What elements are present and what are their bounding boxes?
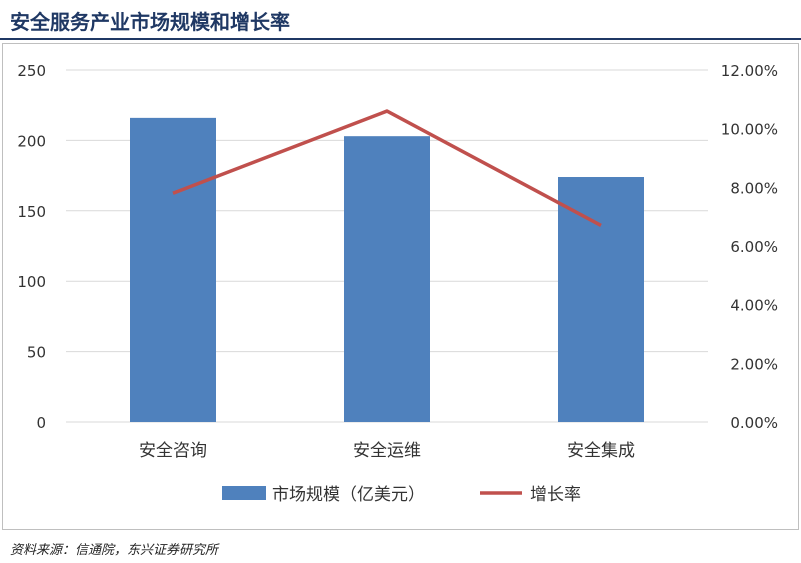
source-note: 资料来源：信通院，东兴证券研究所 (10, 543, 219, 558)
line-series (172, 109, 602, 228)
y2-tick-label: 8.00% (730, 179, 778, 197)
bar (344, 136, 430, 422)
y2-tick-label: 2.00% (730, 355, 778, 373)
legend-bar-swatch (222, 486, 266, 500)
y-tick-label: 50 (27, 344, 46, 362)
y2-tick-label: 12.00% (721, 62, 778, 80)
y2-tick-label: 4.00% (730, 297, 778, 315)
y-tick-label: 0 (36, 414, 46, 432)
category-labels: 安全咨询 安全运维 安全集成 (139, 441, 635, 461)
category-label: 安全咨询 (139, 441, 207, 461)
legend-bar-label: 市场规模（亿美元） (272, 485, 425, 505)
legend: 市场规模（亿美元） 增长率 (222, 485, 581, 505)
bar (130, 117, 216, 422)
right-axis-ticks: 0.00% 2.00% 4.00% 6.00% 8.00% 10.00% 12.00% (721, 62, 778, 432)
y-tick-label: 150 (17, 203, 46, 221)
y2-tick-label: 10.00% (721, 121, 778, 139)
chart-frame (2, 43, 799, 530)
category-label: 安全运维 (353, 441, 421, 461)
left-axis-ticks: 0 50 100 150 200 250 (17, 62, 46, 432)
bar-series (130, 117, 644, 422)
chart-title: 安全服务产业市场规模和增长率 (10, 10, 290, 34)
title-divider (0, 38, 801, 40)
y-tick-label: 100 (17, 273, 46, 291)
y2-tick-label: 6.00% (730, 238, 778, 256)
legend-line-label: 增长率 (530, 485, 581, 505)
y-tick-label: 250 (17, 62, 46, 80)
category-label: 安全集成 (567, 441, 635, 461)
y-tick-label: 200 (17, 132, 46, 150)
bar (558, 177, 644, 422)
y2-tick-label: 0.00% (730, 414, 778, 432)
